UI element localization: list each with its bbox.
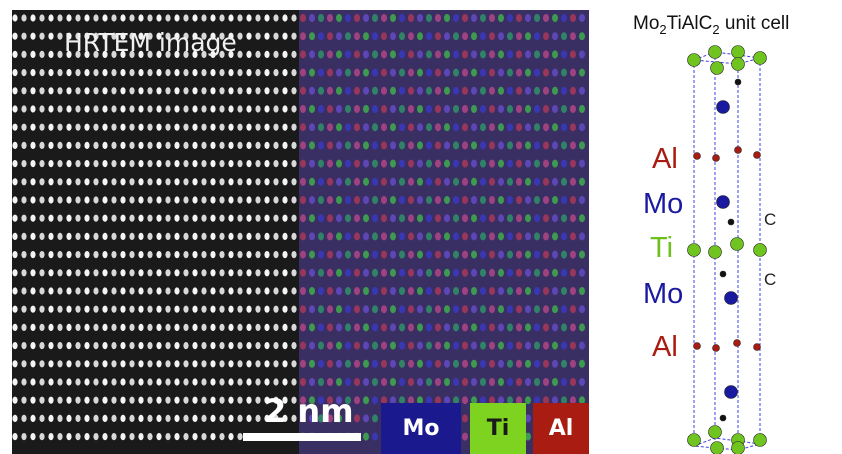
atom-ti-top-2 [731,45,745,59]
c-label-upper: C [764,210,777,229]
atom-mo-top [716,100,730,114]
atom-al-upper-2 [734,146,742,154]
atom-ti-mid-1 [708,245,722,259]
c-label-lower: C [764,270,777,289]
atom-al-lower-3 [753,343,761,351]
layer-label-al-bottom: Al [652,331,678,363]
atom-ti-bottom-0 [687,433,701,447]
legend-al: Al [533,403,589,454]
cell-bottom-face [693,437,761,451]
layer-label-mo-top: Mo [643,188,684,220]
title-mid: TiAlC [666,13,713,34]
layer-label-ti: Ti [650,232,674,264]
atom-c-mid-upper [727,218,735,226]
atom-ti-bottom-3 [753,433,767,447]
atom-c-bottom [719,414,727,422]
atom-ti-mid-2 [730,237,744,251]
atom-ti-bottom-4 [710,441,724,454]
title-tail: unit cell [719,13,790,34]
atom-mo-bottom [724,385,738,399]
atom-mo-mid-upper [716,195,730,209]
atom-al-lower-0 [693,342,701,350]
legend-ti: Ti [470,403,526,454]
atom-ti-bottom-5 [731,441,745,454]
atom-al-upper-1 [712,154,720,162]
legend-al-label: Al [548,416,574,441]
atom-ti-bottom-1 [708,425,722,439]
title-sub-1: 2 [659,21,667,37]
scale-bar [243,433,361,441]
layer-label-mo-bottom: Mo [643,278,684,310]
legend-mo-label: Mo [402,416,440,441]
atom-ti-top-4 [710,61,724,75]
atom-ti-bottom-2 [731,433,745,447]
hrtem-image-label: HRTEM image [64,28,237,57]
atom-al-lower-2 [733,339,741,347]
legend-mo: Mo [381,403,461,454]
atom-ti-top-3 [753,51,767,65]
scale-bar-label: 2 nm [264,392,354,430]
atom-ti-top-5 [731,57,745,71]
atom-mo-mid-lower [724,291,738,305]
atom-ti-top-1 [708,45,722,59]
atom-ti-top-0 [687,53,701,67]
unit-cell-title: Mo2TiAlC2 unit cell [633,13,789,37]
layer-label-al-top: Al [652,143,678,175]
title-sub-2: 2 [712,21,720,37]
atom-al-upper-0 [693,152,701,160]
legend-ti-label: Ti [486,416,510,441]
atom-c-top [734,78,742,86]
atom-ti-mid-0 [687,243,701,257]
atom-al-upper-3 [753,151,761,159]
lattice-pattern [12,14,585,441]
atom-c-mid-lower [719,270,727,278]
title-main: Mo [633,13,660,34]
atom-al-lower-1 [712,344,720,352]
atom-ti-mid-3 [753,243,767,257]
cell-top-face [693,51,761,65]
hrtem-micrograph [12,10,589,454]
